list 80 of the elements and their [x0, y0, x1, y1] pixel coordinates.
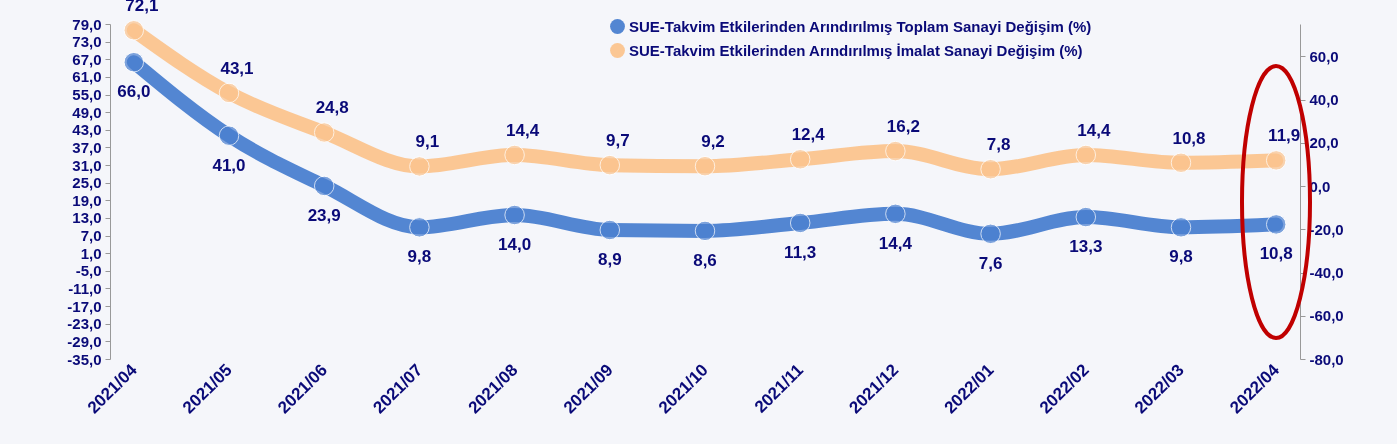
y-tick-label: 7,0: [80, 227, 102, 245]
data-label: 16,2: [886, 117, 920, 137]
point: [1075, 206, 1097, 228]
data-label: 72,1: [125, 0, 159, 16]
point: [123, 20, 145, 41]
y-tick-label: 37,0: [72, 138, 102, 156]
point: [1265, 150, 1287, 171]
point: [980, 159, 1001, 180]
y-tick-label: -5,0: [75, 262, 102, 280]
data-label: 7,6: [978, 253, 1003, 273]
point: [599, 219, 621, 241]
point: [1075, 144, 1097, 166]
data-label: 9,7: [605, 131, 630, 151]
point: [313, 122, 335, 143]
data-label: 11,9: [1268, 126, 1301, 146]
data-label: 14,4: [1077, 120, 1111, 140]
data-label: 10,8: [1172, 128, 1206, 148]
y2-tick-label: 60,0: [1309, 47, 1339, 65]
y-tick-label: -29,0: [67, 332, 102, 350]
point: [980, 223, 1001, 245]
point: [409, 156, 430, 177]
y-tick-label: 67,0: [72, 50, 102, 68]
data-label: 12,4: [791, 125, 826, 145]
point: [789, 212, 811, 234]
data-label: 14,4: [878, 233, 913, 253]
y-tick-label: 25,0: [72, 174, 102, 192]
data-label: 8,6: [693, 250, 717, 270]
y-tick-label: 19,0: [72, 191, 102, 209]
point: [1265, 214, 1287, 235]
point: [504, 144, 525, 166]
point: [694, 220, 716, 242]
point: [1170, 152, 1192, 173]
y-tick-label: 79,0: [72, 15, 102, 33]
data-label: 7,8: [986, 135, 1011, 155]
point: [1170, 217, 1192, 238]
data-label: 66,0: [117, 82, 151, 102]
data-label: 9,8: [1169, 247, 1193, 267]
y-tick-label: -17,0: [67, 297, 102, 315]
y2-tick-label: 20,0: [1309, 134, 1339, 152]
legend-label: SUE-Takvim Etkilerinden Arındırılmış Toplam Sanayi Değişim (%): [629, 17, 1092, 35]
point: [313, 175, 335, 197]
data-label: 24,8: [315, 98, 349, 118]
data-label: 41,0: [212, 155, 246, 175]
point: [885, 203, 906, 225]
y2-tick-label: -80,0: [1309, 350, 1344, 368]
y-tick-label: 49,0: [72, 103, 102, 121]
data-label: 9,8: [407, 247, 432, 267]
data-label: 23,9: [307, 205, 341, 225]
y-tick-label: 43,0: [72, 121, 102, 139]
y-tick-label: -11,0: [68, 279, 102, 297]
y-tick-label: 31,0: [72, 156, 102, 174]
data-label: 10,8: [1259, 244, 1293, 264]
point: [409, 217, 430, 238]
point: [123, 51, 145, 73]
data-label: 43,1: [220, 58, 254, 78]
data-label: 13,3: [1069, 237, 1103, 257]
point: [885, 140, 906, 162]
point: [599, 154, 621, 176]
y-tick-label: 1,0: [80, 244, 102, 262]
y2-tick-label: 40,0: [1309, 91, 1339, 109]
data-label: 14,4: [506, 120, 540, 140]
data-label: 11,3: [784, 242, 817, 262]
y-tick-label: -23,0: [67, 315, 102, 333]
data-label: 9,2: [701, 132, 725, 152]
y2-tick-label: -60,0: [1309, 307, 1344, 325]
legend-label: SUE-Takvim Etkilerinden Arındırılmış İmalat Sanayi Değişim (%): [629, 41, 1083, 59]
data-label: 9,1: [415, 132, 440, 152]
point: [218, 82, 240, 104]
point: [694, 155, 716, 177]
point: [789, 149, 811, 170]
y-tick-label: 73,0: [72, 33, 102, 51]
y-tick-label: 13,0: [72, 209, 102, 227]
point: [504, 204, 525, 226]
data-label: 8,9: [597, 250, 622, 269]
y-tick-label: 61,0: [72, 68, 102, 86]
y-tick-label: 55,0: [72, 86, 102, 104]
point: [218, 125, 240, 146]
y2-tick-label: -20,0: [1309, 220, 1344, 238]
data-label: 14,0: [498, 235, 532, 255]
y2-tick-label: -40,0: [1309, 264, 1344, 282]
